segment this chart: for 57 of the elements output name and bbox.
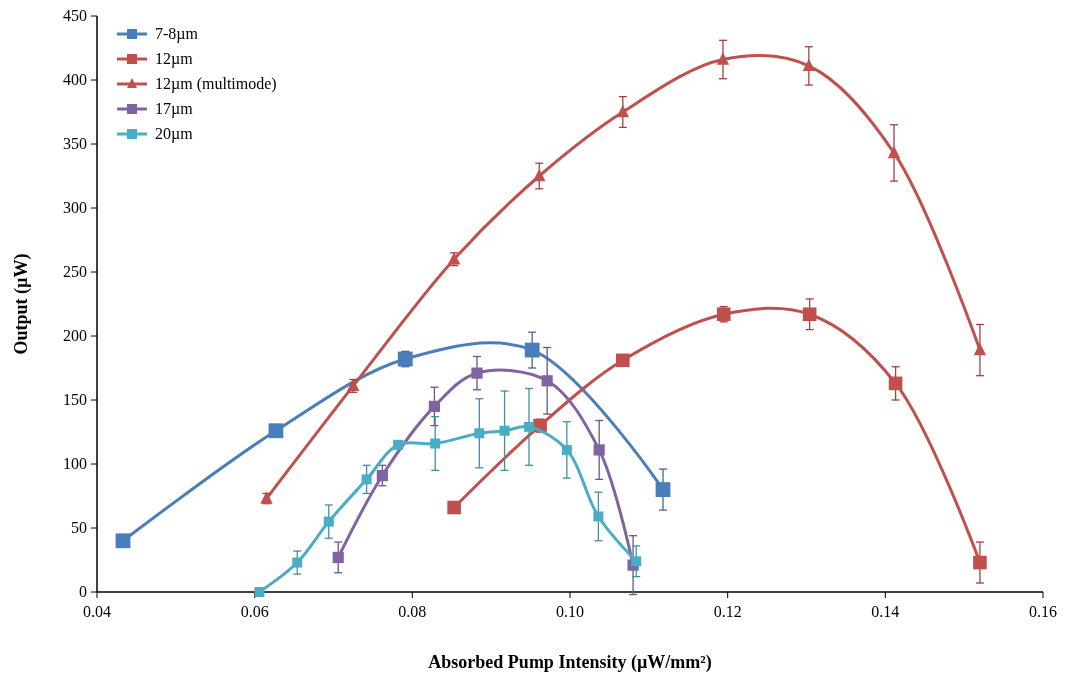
point	[323, 516, 334, 527]
y-tick-label: 300	[63, 199, 87, 216]
point	[361, 474, 372, 485]
legend-label: 7-8µm	[155, 25, 199, 43]
y-tick-label: 100	[63, 455, 87, 472]
y-tick-label: 200	[63, 327, 87, 344]
x-tick-label: 0.12	[713, 603, 742, 620]
y-tick-label: 400	[63, 71, 87, 88]
point	[376, 469, 388, 482]
point	[631, 556, 642, 567]
point	[254, 587, 265, 597]
point	[430, 438, 441, 449]
point	[428, 400, 441, 412]
point	[973, 555, 987, 570]
x-tick-label: 0.14	[871, 603, 900, 620]
y-tick-label: 450	[63, 7, 87, 24]
point	[616, 104, 630, 118]
point	[393, 439, 404, 450]
point	[561, 444, 572, 455]
x-tick-label: 0.04	[83, 603, 111, 620]
point	[887, 145, 901, 159]
x-tick-label: 0.16	[1029, 603, 1057, 620]
point	[616, 353, 630, 368]
y-tick-label: 150	[63, 391, 87, 408]
point	[973, 342, 987, 356]
point	[268, 423, 284, 439]
y-tick-label: 50	[71, 519, 87, 536]
point	[541, 375, 553, 387]
y-axis-title: Output (µW)	[11, 253, 32, 355]
point	[499, 425, 510, 436]
y-tick-label: 250	[63, 263, 87, 280]
point	[524, 342, 540, 358]
legend-label: 12µm	[155, 50, 194, 68]
legend-label: 20µm	[155, 125, 194, 143]
point	[533, 168, 546, 182]
point	[593, 511, 604, 522]
legend-label: 12µm (multimode)	[155, 75, 277, 93]
x-tick-label: 0.06	[240, 603, 269, 620]
x-tick-label: 0.10	[556, 603, 584, 620]
y-tick-label: 0	[79, 583, 87, 600]
point	[593, 444, 605, 456]
point	[115, 533, 131, 549]
point	[802, 307, 817, 322]
x-tick-label: 0.08	[398, 603, 427, 620]
point	[471, 367, 483, 379]
point	[332, 551, 344, 564]
point	[655, 482, 671, 497]
point	[524, 421, 535, 432]
y-tick-label: 350	[63, 135, 87, 152]
point	[447, 500, 461, 515]
point	[802, 58, 816, 72]
point	[474, 428, 485, 439]
x-axis-title: Absorbed Pump Intensity (µW/mm²)	[428, 652, 712, 673]
point	[716, 52, 730, 65]
point	[888, 376, 903, 391]
legend-label: 17µm	[155, 100, 194, 118]
point	[292, 557, 303, 568]
